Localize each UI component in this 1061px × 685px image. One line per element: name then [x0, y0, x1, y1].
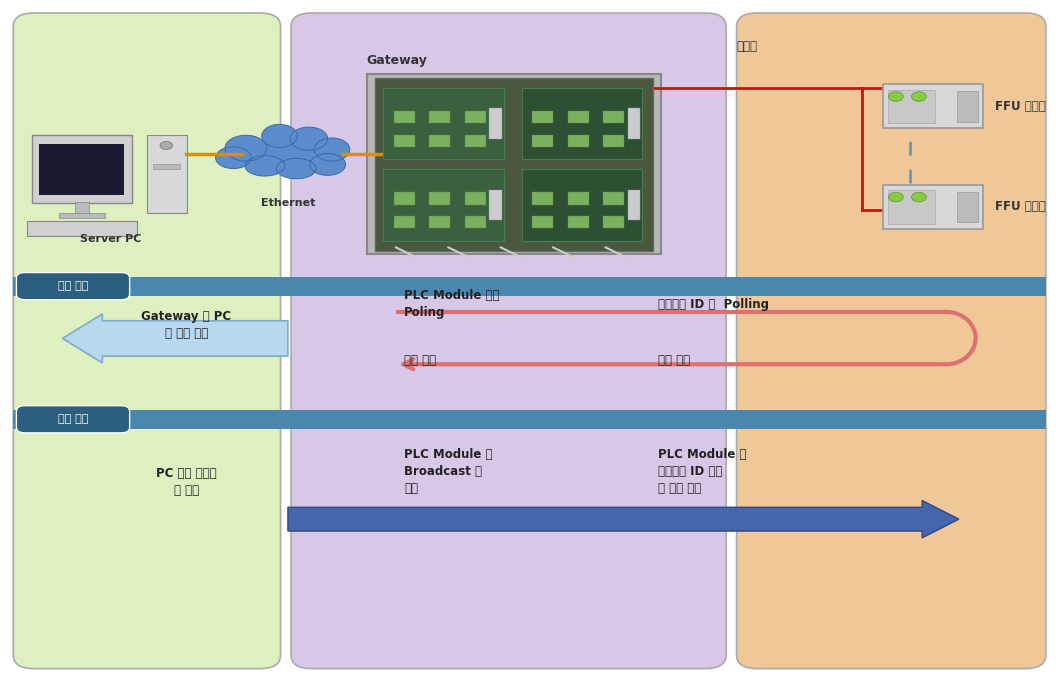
Circle shape — [911, 92, 926, 101]
Bar — [884, 185, 982, 229]
Bar — [430, 134, 450, 147]
Bar — [604, 134, 625, 147]
Text: PLC Module 이
관리하는 ID 분석
및 명령 전송: PLC Module 이 관리하는 ID 분석 및 명령 전송 — [658, 448, 747, 495]
Bar — [533, 216, 553, 228]
Bar — [147, 135, 188, 214]
Bar — [394, 111, 415, 123]
Bar — [533, 134, 553, 147]
Bar — [430, 111, 450, 123]
Bar — [383, 88, 504, 159]
Bar — [32, 135, 132, 203]
Bar — [465, 192, 486, 205]
FancyArrow shape — [63, 314, 288, 363]
Bar — [465, 134, 486, 147]
Bar — [375, 77, 653, 251]
Bar — [489, 190, 502, 220]
Bar — [533, 192, 553, 205]
Bar — [13, 410, 1046, 429]
Circle shape — [888, 92, 903, 101]
Text: PLC Module 에
Broadcast 로
전송: PLC Module 에 Broadcast 로 전송 — [404, 448, 492, 495]
Bar — [430, 216, 450, 228]
FancyBboxPatch shape — [736, 13, 1046, 669]
FancyBboxPatch shape — [13, 13, 280, 669]
Bar — [394, 216, 415, 228]
FancyBboxPatch shape — [16, 273, 129, 300]
Text: Gateway 가 PC
로 상태 전송: Gateway 가 PC 로 상태 전송 — [141, 310, 231, 340]
Ellipse shape — [310, 153, 346, 175]
Bar — [430, 192, 450, 205]
Text: 상태 응답: 상태 응답 — [658, 353, 690, 366]
FancyArrow shape — [288, 501, 959, 538]
Bar — [957, 192, 977, 222]
FancyBboxPatch shape — [291, 13, 726, 669]
Bar — [627, 190, 640, 220]
Ellipse shape — [314, 138, 350, 161]
Bar — [627, 108, 640, 138]
Bar — [884, 84, 982, 129]
Bar — [366, 74, 661, 254]
Text: 전력선: 전력선 — [736, 40, 758, 53]
Circle shape — [888, 192, 903, 202]
Ellipse shape — [256, 136, 316, 168]
Bar — [27, 221, 137, 236]
Bar — [465, 111, 486, 123]
Ellipse shape — [215, 147, 251, 169]
Text: Gateway: Gateway — [366, 54, 428, 67]
Ellipse shape — [245, 155, 284, 176]
Text: 상태 확인: 상태 확인 — [58, 281, 88, 291]
FancyBboxPatch shape — [16, 406, 129, 433]
Bar — [522, 88, 642, 159]
Bar — [604, 111, 625, 123]
Bar — [522, 169, 642, 240]
Bar — [58, 213, 105, 218]
Text: PC 에서 제어명
령 내림: PC 에서 제어명 령 내림 — [156, 466, 216, 497]
Text: 상태 응답: 상태 응답 — [404, 353, 436, 366]
Circle shape — [160, 141, 173, 149]
Ellipse shape — [276, 158, 316, 179]
Text: FFU 제어기: FFU 제어기 — [995, 201, 1046, 214]
Bar — [13, 277, 1046, 296]
Bar — [957, 91, 977, 122]
Text: 풍속 제어: 풍속 제어 — [58, 414, 88, 424]
Bar — [568, 134, 589, 147]
Bar — [153, 164, 180, 169]
Bar — [568, 111, 589, 123]
Bar — [533, 111, 553, 123]
Bar — [489, 108, 502, 138]
Text: Server PC: Server PC — [80, 234, 141, 244]
Bar — [887, 90, 935, 123]
Text: FFU 제어기: FFU 제어기 — [995, 100, 1046, 113]
Bar — [465, 216, 486, 228]
Ellipse shape — [262, 125, 297, 147]
Bar — [568, 192, 589, 205]
Text: 관리하는 ID 에  Polling: 관리하는 ID 에 Polling — [658, 298, 769, 311]
Bar — [394, 192, 415, 205]
Text: PLC Module 각각
Poling: PLC Module 각각 Poling — [404, 290, 500, 319]
Bar — [887, 190, 935, 223]
Bar — [74, 202, 89, 216]
Bar — [604, 192, 625, 205]
Ellipse shape — [290, 127, 328, 150]
Bar — [39, 144, 124, 195]
Bar — [568, 216, 589, 228]
Text: Ethernet: Ethernet — [261, 198, 315, 208]
Bar — [383, 169, 504, 240]
Bar — [604, 216, 625, 228]
Bar — [394, 134, 415, 147]
Ellipse shape — [225, 135, 267, 161]
Circle shape — [911, 192, 926, 202]
